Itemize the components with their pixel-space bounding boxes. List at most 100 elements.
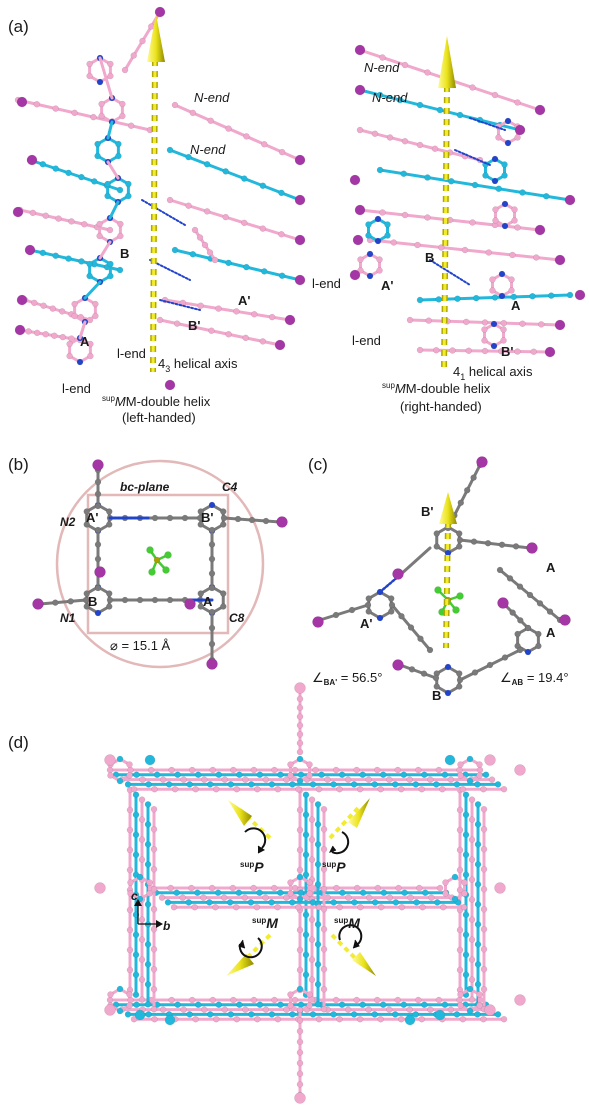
atom — [185, 202, 192, 209]
panel-a: (a) N-end N-end B A' B' A l-end 43 helic… — [8, 6, 586, 425]
atom — [144, 941, 152, 948]
atom — [474, 861, 482, 868]
atom — [116, 186, 124, 194]
atom — [215, 771, 223, 779]
atom — [490, 342, 498, 350]
atom — [126, 991, 133, 998]
atom — [371, 781, 378, 788]
bond — [108, 200, 120, 220]
atom — [315, 1015, 323, 1023]
atom — [308, 816, 316, 823]
atom — [356, 126, 364, 134]
c-ring-b: B — [432, 688, 441, 703]
atom — [83, 508, 90, 515]
atom — [274, 903, 281, 911]
atom — [376, 256, 383, 263]
atom — [208, 555, 216, 563]
atom — [489, 276, 496, 283]
atom — [256, 1001, 264, 1009]
atom — [126, 906, 134, 914]
atom — [324, 776, 331, 783]
atom — [306, 991, 313, 998]
atom — [173, 889, 180, 897]
right-ring-a: A — [511, 298, 521, 313]
atom — [456, 926, 464, 934]
atom — [476, 772, 483, 779]
atom — [65, 169, 72, 177]
atom — [465, 347, 472, 354]
atom — [439, 785, 446, 793]
atom — [371, 899, 379, 906]
bond — [398, 663, 438, 680]
atom — [424, 69, 431, 76]
panel-d-label: (d) — [8, 733, 29, 752]
atom — [225, 259, 232, 267]
atom — [254, 1015, 261, 1023]
atom — [365, 776, 372, 783]
atom — [42, 212, 49, 219]
atom — [168, 766, 175, 774]
atom — [514, 224, 521, 231]
atom — [125, 192, 132, 200]
atom — [171, 101, 179, 109]
atom — [431, 145, 439, 152]
atom — [289, 781, 296, 788]
atom — [68, 218, 75, 225]
atom — [296, 1049, 304, 1056]
atom — [94, 478, 102, 486]
atom — [296, 695, 304, 703]
helix-arrow-p-left — [228, 800, 272, 854]
atom — [314, 961, 322, 968]
atom — [314, 881, 322, 888]
atom — [154, 6, 166, 18]
atom — [221, 1006, 229, 1013]
atom — [388, 608, 395, 615]
atom — [94, 584, 102, 592]
atom — [107, 772, 114, 779]
atom — [456, 826, 464, 834]
atom — [432, 674, 440, 682]
atom — [278, 189, 285, 197]
atom — [460, 903, 468, 911]
atom — [412, 781, 420, 788]
atom — [98, 112, 105, 120]
atom — [261, 141, 268, 148]
m-right-rotation-icon — [338, 924, 363, 945]
bond — [173, 248, 302, 282]
atom — [132, 991, 140, 999]
atom — [468, 796, 476, 803]
panel-c: (c) B' A A A' B ∠BA' = 56.5° ∠AB = 19.4° — [308, 455, 571, 703]
atom — [309, 781, 317, 788]
atom — [150, 945, 158, 953]
atom — [188, 766, 196, 774]
atom — [468, 876, 476, 883]
atom — [230, 996, 237, 1004]
atom — [227, 1011, 235, 1018]
left-n-end-2: N-end — [190, 142, 226, 157]
atom — [191, 226, 199, 234]
atom — [376, 91, 384, 99]
left-axis-label: 43 helical axis — [158, 356, 238, 374]
atom — [481, 326, 488, 333]
atom — [516, 583, 524, 590]
atom — [456, 530, 463, 537]
atom — [66, 340, 73, 348]
atom — [508, 287, 515, 294]
atom — [284, 314, 296, 326]
atom — [384, 232, 391, 239]
atom — [462, 791, 470, 799]
atom — [162, 566, 170, 574]
atom — [421, 771, 428, 779]
atom — [138, 976, 146, 983]
atom — [320, 925, 328, 933]
atom — [126, 761, 133, 768]
atom — [468, 856, 476, 863]
atom — [302, 951, 310, 959]
atom — [308, 796, 316, 803]
left-ring-b-prime: B' — [188, 318, 200, 333]
atom — [354, 44, 366, 56]
atom — [349, 174, 361, 186]
atom — [86, 272, 93, 280]
atom — [491, 155, 499, 163]
atom — [374, 884, 382, 892]
